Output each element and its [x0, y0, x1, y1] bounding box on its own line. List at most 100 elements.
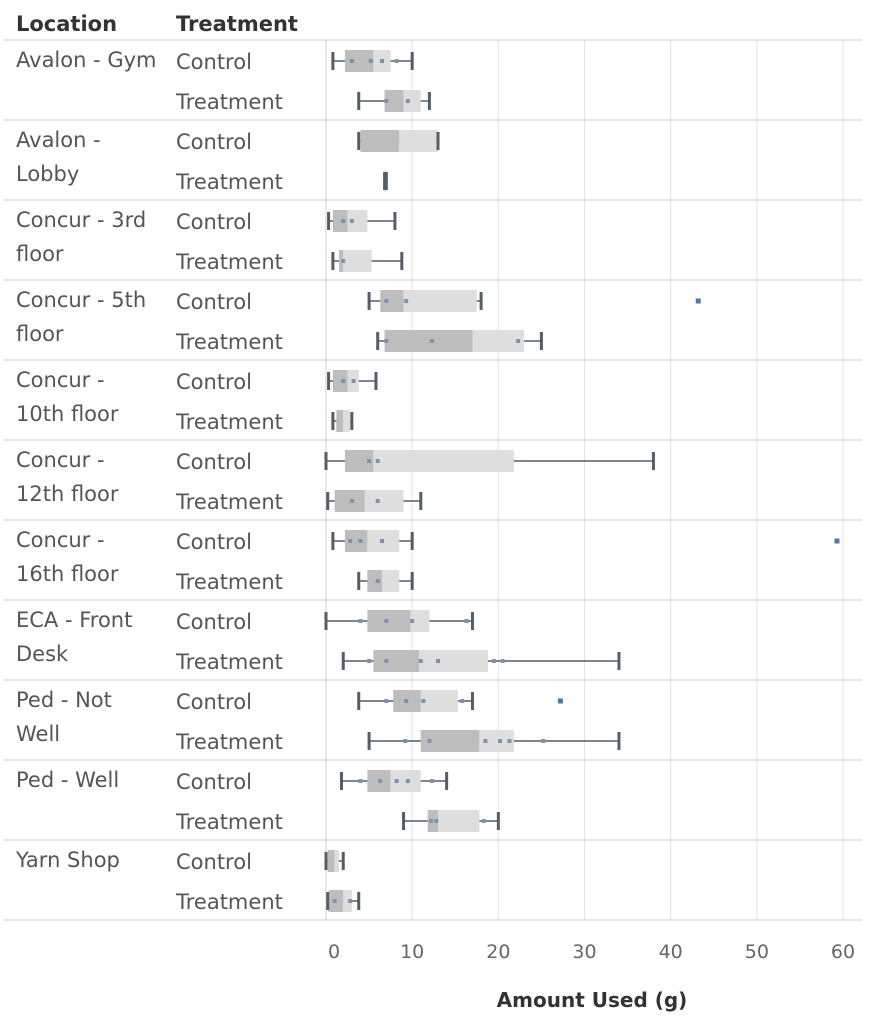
treatment-label: Control [176, 450, 252, 474]
x-tick-label: 10 [400, 941, 424, 963]
treatment-label: Treatment [175, 250, 283, 274]
box-10-0 [324, 850, 345, 872]
box-9-1 [402, 810, 500, 832]
box-upper-half [364, 490, 404, 512]
data-point [404, 299, 409, 303]
data-point [341, 219, 346, 223]
box-8-0 [357, 690, 563, 712]
box-7-0 [324, 610, 474, 632]
box-2-0 [327, 210, 397, 232]
x-tick-label: 50 [745, 941, 769, 963]
data-point [358, 619, 363, 623]
data-point [348, 899, 353, 903]
box-upper-half [410, 610, 430, 632]
box-upper-half [419, 650, 488, 672]
location-label: Concur - 5th [16, 288, 146, 312]
box-0-0 [331, 50, 414, 72]
box-upper-half [399, 130, 439, 152]
treatment-label: Treatment [175, 170, 283, 194]
data-point [375, 579, 380, 583]
location-label: 16th floor [16, 562, 119, 586]
data-point [351, 379, 356, 383]
box-lower-half [367, 570, 383, 592]
box-10-1 [326, 890, 361, 912]
data-point [384, 339, 389, 343]
box-2-1 [331, 250, 404, 272]
data-point [349, 59, 354, 63]
location-label: Yarn Shop [15, 848, 120, 872]
treatment-label: Control [176, 370, 252, 394]
box-lower-half [334, 490, 365, 512]
box-upper-half [390, 770, 421, 792]
box-upper-half [479, 730, 514, 752]
x-tick-label: 20 [486, 941, 510, 963]
data-point [384, 99, 389, 103]
location-label: floor [16, 242, 64, 266]
data-point [394, 59, 399, 63]
outlier-point [695, 298, 701, 304]
treatment-label: Treatment [175, 730, 283, 754]
data-point [332, 899, 337, 903]
location-label: Lobby [16, 162, 79, 186]
treatment-label: Control [176, 50, 252, 74]
location-label: Concur - [16, 448, 105, 472]
data-point [405, 779, 410, 783]
treatment-label: Treatment [175, 890, 283, 914]
box-lower-half [332, 210, 348, 232]
data-point [460, 699, 465, 703]
treatment-label: Treatment [175, 490, 283, 514]
box-lower-half [420, 730, 480, 752]
data-point [384, 659, 389, 663]
box-lower-half [338, 250, 344, 272]
x-axis-title: Amount Used (g) [497, 988, 688, 1012]
data-point [403, 739, 408, 743]
box-lower-half [373, 650, 420, 672]
data-point [404, 699, 409, 703]
location-label: ECA - Front [16, 608, 132, 632]
location-label: Ped - Not [16, 688, 112, 712]
x-tick-label: 40 [659, 941, 683, 963]
treatment-label: Control [176, 130, 252, 154]
data-point [375, 499, 380, 503]
box-upper-half [343, 890, 352, 912]
location-label: Ped - Well [16, 768, 119, 792]
treatment-label: Control [176, 290, 252, 314]
data-point [375, 459, 380, 463]
box-8-1 [367, 730, 621, 752]
data-point [492, 659, 497, 663]
data-point [384, 619, 389, 623]
data-point [429, 779, 434, 783]
data-point [418, 659, 423, 663]
box-0-1 [357, 90, 431, 112]
data-point [378, 779, 383, 783]
data-point [429, 339, 434, 343]
box-upper-half [382, 570, 400, 592]
data-point [348, 539, 353, 543]
box-lower-half [384, 90, 404, 112]
location-label: 10th floor [16, 402, 119, 426]
data-point [380, 539, 385, 543]
location-label: 12th floor [16, 482, 119, 506]
data-point [341, 379, 346, 383]
location-label: Avalon - [16, 128, 101, 152]
box-upper-half [334, 850, 339, 872]
data-point [349, 219, 354, 223]
treatment-label: Control [176, 850, 252, 874]
data-point [483, 739, 488, 743]
data-point [358, 539, 363, 543]
location-label: floor [16, 322, 64, 346]
location-label: Avalon - Gym [16, 48, 157, 72]
data-point [394, 779, 399, 783]
location-column-header: Location [16, 12, 117, 36]
data-point [500, 659, 505, 663]
data-point [405, 99, 410, 103]
box-lower-half [367, 610, 411, 632]
location-label: Well [16, 722, 60, 746]
treatment-label: Treatment [175, 810, 283, 834]
box-4-0 [327, 370, 378, 392]
data-point [436, 659, 441, 663]
data-point [427, 739, 432, 743]
box-1-0 [357, 130, 440, 152]
box-lower-half [380, 290, 404, 312]
